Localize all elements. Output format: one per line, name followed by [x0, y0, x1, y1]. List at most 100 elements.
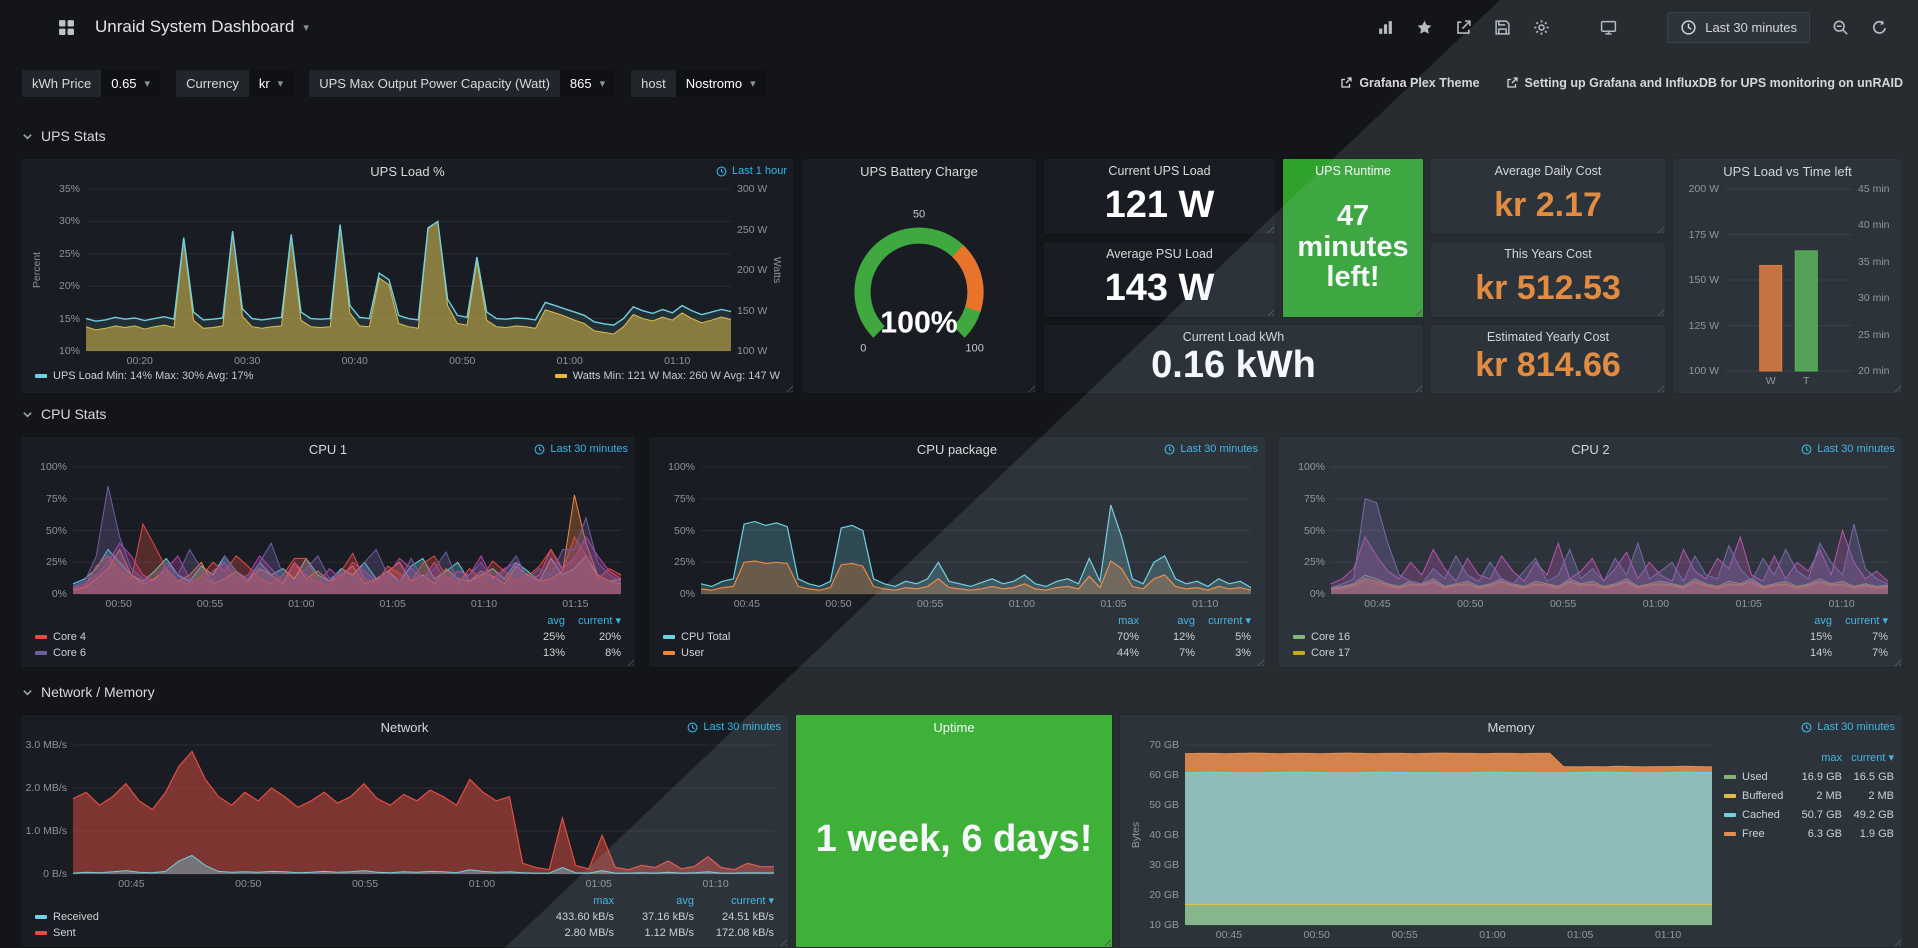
x-axis-tick: 00:45 — [733, 598, 760, 610]
cpu-package-chart[interactable]: 100% 75% 50% 25% 0% 00:45 00:50 00:55 01:00 01:05… — [655, 461, 1259, 663]
x-axis-tick: 00:50 — [449, 355, 476, 367]
time-range-picker[interactable]: Last 30 minutes — [1667, 11, 1810, 43]
ups-load-chart[interactable]: 35% 30% 25% 20% 15% 10% 300 W 250 W 200 W 150 W 10… — [27, 183, 788, 389]
plot-area[interactable] — [1725, 188, 1852, 372]
cpu2-chart[interactable]: 100% 75% 50% 25% 0% 00:45 00:50 00:55 01:00 01:05… — [1285, 461, 1896, 663]
legend-value: 5% — [1235, 631, 1251, 643]
legend-series-name[interactable]: UPS Load — [53, 370, 107, 382]
legend-series-name[interactable]: Buffered — [1724, 787, 1790, 806]
add-panel-icon[interactable] — [1377, 19, 1394, 36]
share-icon[interactable] — [1455, 19, 1472, 36]
variable-value-dropdown[interactable]: kr ▾ — [248, 69, 294, 97]
legend-series-name[interactable]: Core 6 — [35, 645, 509, 661]
legend-series-name[interactable]: Core 16 — [1293, 629, 1776, 645]
legend-series-name[interactable]: Core 4 — [35, 629, 509, 645]
x-axis-tick: 00:50 — [1457, 598, 1484, 610]
variable-label: UPS Max Output Power Capacity (Watt) — [309, 69, 560, 97]
plot-area[interactable] — [1184, 744, 1713, 926]
legend-col-header[interactable]: max — [1821, 752, 1842, 764]
legend-col-header[interactable]: current ▾ — [1845, 615, 1888, 627]
legend-header-spacer — [1293, 613, 1776, 629]
section-cpu-stats[interactable]: CPU Stats — [22, 404, 106, 424]
star-icon[interactable] — [1416, 19, 1433, 36]
section-network-memory[interactable]: Network / Memory — [22, 682, 155, 702]
legend-series-name[interactable]: Received — [35, 909, 534, 925]
legend-col-header[interactable]: current ▾ — [1208, 615, 1251, 627]
legend-item[interactable]: UPS Load Min: 14% Max: 30% Avg: 17% — [35, 370, 253, 382]
legend-col-header[interactable]: avg — [1177, 615, 1195, 627]
panel-time-label: Last 30 minutes — [550, 443, 628, 455]
panel-cpu2: CPU 2 Last 30 minutes 100% 75% 50% 25% 0% 00:… — [1278, 436, 1903, 668]
panel-title[interactable]: Current UPS Load — [1108, 164, 1211, 178]
y-axis-tick: 100% — [1298, 461, 1325, 473]
panel-title[interactable]: Estimated Yearly Cost — [1486, 330, 1610, 344]
variable-value-dropdown[interactable]: 865 ▾ — [559, 69, 616, 97]
panel-title[interactable]: Average PSU Load — [1106, 247, 1213, 261]
legend-value: 20% — [598, 631, 621, 643]
legend-swatch — [35, 915, 47, 920]
variable-value-dropdown[interactable]: 0.65 ▾ — [101, 69, 161, 97]
plot-area[interactable] — [72, 466, 622, 595]
variable-label: Currency — [176, 69, 249, 97]
plot-area[interactable] — [72, 744, 774, 875]
panel-title[interactable]: Uptime — [933, 720, 975, 735]
legend-series-name[interactable]: Used — [1724, 768, 1790, 787]
legend-col-header[interactable]: avg — [1814, 615, 1832, 627]
dashboard-link-setup-article[interactable]: Setting up Grafana and InfluxDB for UPS … — [1506, 76, 1903, 90]
refresh-icon[interactable] — [1871, 19, 1888, 36]
legend-col-header[interactable]: max — [593, 895, 614, 907]
zoom-out-icon[interactable] — [1832, 19, 1849, 36]
legend-col-header[interactable]: avg — [676, 895, 694, 907]
ups-load-vs-time-chart[interactable]: 200 W 175 W 150 W 125 W 100 W 45 min 40 min 35 … — [1679, 183, 1896, 389]
legend-value: 1.9 GB — [1859, 828, 1894, 840]
panel-title[interactable]: This Years Cost — [1504, 247, 1592, 261]
panel-title[interactable]: Current Load kWh — [1182, 330, 1285, 344]
legend-series-name[interactable]: Core 17 — [1293, 645, 1776, 661]
variable-value-dropdown[interactable]: Nostromo ▾ — [675, 69, 766, 97]
battery-gauge: 0 50 100 100% — [808, 185, 1030, 389]
panel-title[interactable]: CPU package — [916, 442, 998, 457]
legend-series-name[interactable]: CPU Total — [663, 629, 1083, 645]
legend-series-name[interactable]: Watts — [572, 370, 604, 382]
legend: UPS Load Min: 14% Max: 30% Avg: 17% Watts… — [35, 370, 780, 382]
dashboard-link-plex-theme[interactable]: Grafana Plex Theme — [1340, 76, 1480, 90]
plot-area[interactable] — [1330, 466, 1889, 595]
y-axis-tick: 75% — [673, 492, 695, 505]
legend-series-name[interactable]: Sent — [35, 925, 534, 941]
panel-title[interactable]: UPS Load % — [370, 164, 445, 179]
panel-uptime: Uptime 1 week, 6 days! — [795, 714, 1113, 948]
cpu1-chart[interactable]: 100% 75% 50% 25% 0% 00:50 00:55 01:00 01:05 01:10… — [27, 461, 629, 663]
legend-series-name[interactable]: Free — [1724, 825, 1790, 844]
x-axis-tick: 01:05 — [379, 598, 406, 610]
memory-chart[interactable]: 70 GB 60 GB 50 GB 40 GB 30 GB 20 GB 10 GB Bytes… — [1126, 739, 1896, 943]
panel-title[interactable]: UPS Battery Charge — [860, 164, 978, 179]
save-icon[interactable] — [1494, 19, 1511, 36]
legend-value: 7% — [1872, 631, 1888, 643]
y-axis-tick: 100 W — [737, 345, 768, 357]
panel-title[interactable]: Memory — [1487, 720, 1535, 735]
legend-col-header[interactable]: current ▾ — [578, 615, 621, 627]
panel-title[interactable]: Network — [380, 720, 429, 735]
legend-col-header[interactable]: avg — [547, 615, 565, 627]
network-chart[interactable]: 3.0 MB/s 2.0 MB/s 1.0 MB/s 0 B/s 00:45 00:50 0… — [26, 739, 782, 943]
dashboard-title-button[interactable]: Unraid System Dashboard ▾ — [95, 17, 309, 37]
plot-area[interactable] — [700, 466, 1252, 595]
legend-series-name[interactable]: Cached — [1724, 806, 1790, 825]
panel-title[interactable]: UPS Runtime — [1315, 164, 1391, 178]
legend-col-header[interactable]: current ▾ — [731, 895, 774, 907]
cycle-view-monitor-icon[interactable] — [1600, 19, 1617, 36]
stat-value: 143 W — [1104, 266, 1215, 309]
legend-col-header[interactable]: max — [1118, 615, 1139, 627]
grafana-apps-icon[interactable] — [58, 19, 75, 36]
panel-title[interactable]: UPS Load vs Time left — [1723, 164, 1852, 179]
plot-area[interactable] — [85, 188, 732, 352]
legend-item[interactable]: Watts Min: 121 W Max: 260 W Avg: 147 W — [554, 370, 780, 382]
legend-col-header[interactable]: current ▾ — [1851, 752, 1894, 764]
legend-series-name[interactable]: User — [663, 645, 1083, 661]
settings-gear-icon[interactable] — [1533, 19, 1550, 36]
panel-title[interactable]: Average Daily Cost — [1494, 164, 1602, 178]
panel-title[interactable]: CPU 2 — [1571, 442, 1610, 457]
section-ups-stats[interactable]: UPS Stats — [22, 126, 106, 146]
panel-title[interactable]: CPU 1 — [308, 442, 348, 457]
x-axis-tick: T — [1803, 375, 1810, 387]
